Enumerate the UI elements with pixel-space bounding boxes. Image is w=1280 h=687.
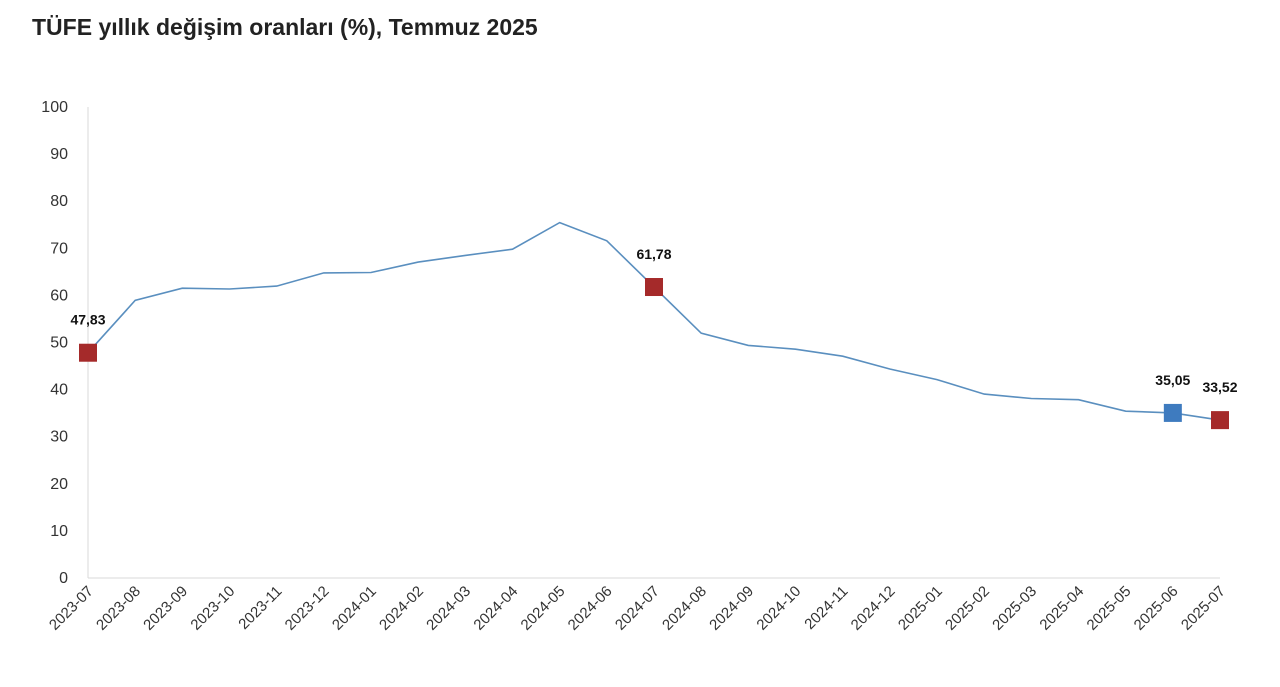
data-marker: [1211, 411, 1229, 430]
x-tick-label: 2024-03: [423, 583, 474, 634]
x-tick-label: 2025-05: [1084, 583, 1135, 634]
x-tick-label: 2025-06: [1131, 583, 1182, 634]
y-tick-label: 10: [50, 523, 68, 540]
y-tick-label: 0: [59, 570, 68, 587]
data-label: 33,52: [1202, 379, 1237, 395]
axes: [87, 107, 1220, 579]
data-label: 35,05: [1155, 372, 1190, 388]
x-tick-label: 2024-07: [612, 583, 663, 634]
y-axis-ticks: 0 10 20 30 40 50 60 70 80 90 100: [41, 99, 68, 587]
x-tick-label: 2024-04: [470, 583, 521, 634]
data-labels: 47,83 61,78 35,05 33,52: [70, 246, 1237, 395]
x-tick-label: 2025-01: [895, 583, 946, 634]
y-tick-label: 20: [50, 476, 68, 493]
y-tick-label: 30: [50, 429, 68, 446]
x-axis-ticks: 2023-072023-082023-092023-102023-112023-…: [46, 583, 1229, 634]
y-tick-label: 40: [50, 382, 68, 399]
data-label: 47,83: [70, 312, 105, 328]
data-marker: [645, 278, 663, 297]
data-marker: [1163, 403, 1182, 422]
x-tick-label: 2024-10: [753, 583, 804, 634]
x-tick-label: 2023-11: [235, 583, 285, 633]
data-label: 61,78: [636, 246, 671, 262]
x-tick-label: 2023-10: [187, 583, 238, 634]
x-tick-label: 2023-08: [93, 583, 144, 634]
x-tick-label: 2024-02: [376, 583, 427, 634]
x-tick-label: 2023-12: [282, 583, 333, 634]
x-tick-label: 2025-04: [1036, 583, 1087, 634]
y-tick-label: 80: [50, 193, 68, 210]
x-tick-label: 2024-08: [659, 583, 710, 634]
x-tick-label: 2024-01: [329, 583, 380, 634]
y-tick-label: 60: [50, 287, 68, 304]
chart-title: TÜFE yıllık değişim oranları (%), Temmuz…: [32, 14, 538, 40]
y-tick-label: 90: [50, 146, 68, 163]
x-tick-label: 2025-03: [989, 583, 1040, 634]
y-tick-label: 50: [50, 335, 68, 352]
x-tick-label: 2024-11: [801, 583, 851, 633]
x-tick-label: 2024-05: [518, 583, 569, 634]
x-tick-label: 2024-12: [848, 583, 899, 634]
x-tick-label: 2023-09: [140, 583, 191, 634]
x-tick-label: 2024-06: [565, 583, 616, 634]
data-marker: [79, 343, 97, 362]
y-tick-label: 70: [50, 240, 68, 257]
x-tick-label: 2023-07: [46, 583, 97, 634]
y-tick-label: 100: [41, 99, 68, 116]
x-tick-label: 2024-09: [706, 583, 757, 634]
x-tick-label: 2025-02: [942, 583, 993, 634]
x-tick-label: 2025-07: [1178, 583, 1229, 634]
data-markers: [79, 278, 1229, 430]
